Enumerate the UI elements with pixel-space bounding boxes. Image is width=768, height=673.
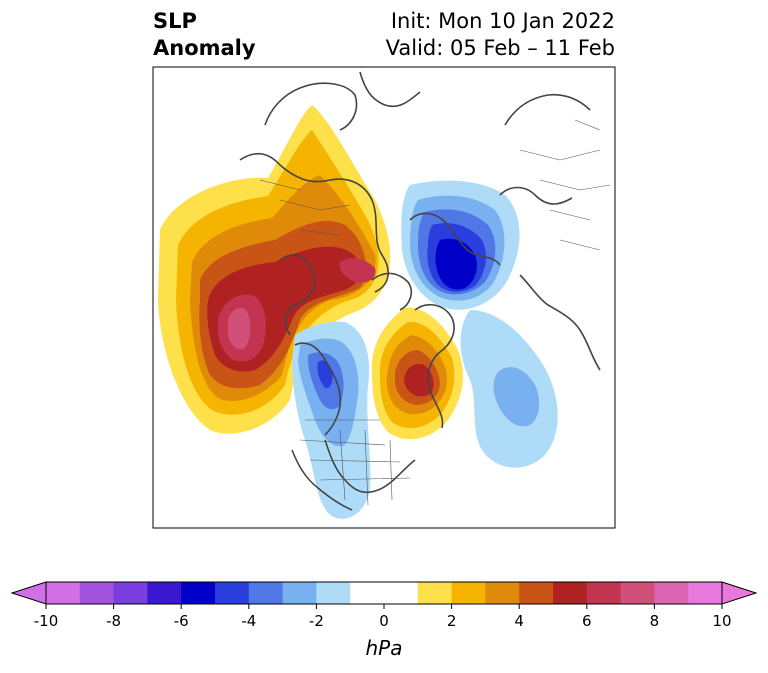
colorbar-tick-label: -2 — [308, 612, 324, 630]
colorbar-segment — [586, 582, 622, 604]
colorbar-tick-label: 6 — [582, 612, 592, 630]
colorbar-tick-label: 4 — [514, 612, 524, 630]
title-variable: SLP — [153, 9, 197, 33]
colorbar-segment — [147, 582, 182, 604]
colorbar-segment — [181, 582, 216, 604]
map-frame — [152, 66, 616, 529]
political-borders — [259, 119, 611, 506]
colorbar-tick-label: 10 — [712, 612, 732, 630]
title-valid: Valid: 05 Feb – 11 Feb — [385, 36, 615, 60]
colorbar-unit-label: hPa — [365, 636, 403, 660]
colorbar-segment — [620, 582, 655, 604]
colorbar-segment — [316, 582, 351, 604]
colorbar-segment — [654, 582, 689, 604]
colorbar-segment — [384, 582, 419, 604]
colorbar-tick-label: -10 — [33, 612, 59, 630]
coastlines — [239, 71, 601, 511]
title-left: SLP Anomaly — [153, 8, 256, 62]
colorbar-tick-label: -4 — [241, 612, 257, 630]
colorbar-segment — [451, 582, 486, 604]
title-type: Anomaly — [153, 36, 256, 60]
slp-anomaly-map — [152, 66, 616, 529]
colorbar-tick-label: 8 — [649, 612, 660, 630]
colorbar-segment — [215, 582, 250, 604]
colorbar-segment — [113, 582, 148, 604]
colorbar-segment — [519, 582, 554, 604]
colorbar-segment — [46, 582, 81, 604]
colorbar-tick-label: -6 — [173, 612, 189, 630]
colorbar-min-extension — [10, 581, 47, 605]
colorbar-segment — [485, 582, 520, 604]
negative-anomaly-arctic — [401, 180, 520, 310]
colorbar-segment — [688, 582, 723, 604]
colorbar-segment — [79, 582, 115, 604]
colorbar-segment — [350, 582, 385, 604]
colorbar-max-extension — [721, 581, 758, 605]
colorbar-segment — [417, 582, 453, 604]
colorbar-segment — [553, 582, 588, 604]
colorbar-tick-label: 0 — [379, 612, 389, 630]
title-init: Init: Mon 10 Jan 2022 — [390, 9, 615, 33]
colorbar-segment — [248, 582, 284, 604]
colorbar-tick-label: 2 — [446, 612, 457, 630]
positive-anomaly-pacific — [158, 105, 391, 434]
title-right: Init: Mon 10 Jan 2022 Valid: 05 Feb – 11… — [386, 8, 615, 62]
negative-anomaly-atlantic — [460, 310, 558, 468]
colorbar-tick-label: -8 — [106, 612, 122, 630]
colorbar-segment — [282, 582, 317, 604]
